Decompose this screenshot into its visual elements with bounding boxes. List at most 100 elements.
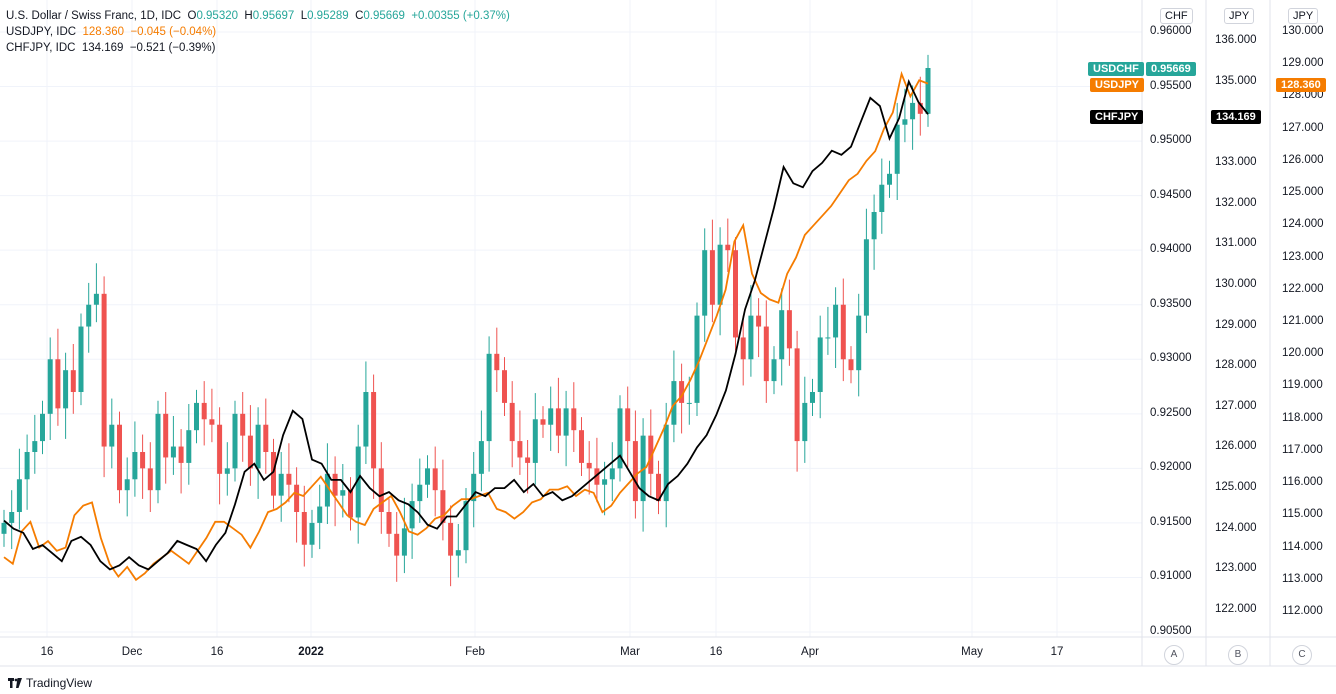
legend-low: 0.95289 bbox=[307, 10, 349, 22]
x-tick: Dec bbox=[121, 646, 143, 658]
axis-a-tick: 0.94500 bbox=[1150, 188, 1192, 201]
chart-legend: U.S. Dollar / Swiss Franc, 1D, IDC O0.95… bbox=[6, 8, 510, 56]
candle-body bbox=[802, 402, 808, 442]
candle-body bbox=[363, 392, 369, 447]
axis-b-tick: 122.000 bbox=[1215, 603, 1257, 615]
candle-body bbox=[694, 315, 700, 403]
axis-a-tick: 0.92500 bbox=[1150, 406, 1192, 419]
x-tick: 2022 bbox=[298, 646, 324, 658]
candle-body bbox=[725, 244, 731, 251]
candle-body bbox=[833, 304, 839, 338]
axis-c-button[interactable]: C bbox=[1292, 645, 1312, 665]
candle-body bbox=[917, 102, 923, 114]
legend-usdjpy[interactable]: USDJPY, IDC 128.360 −0.045 (−0.04%) bbox=[6, 24, 510, 40]
candle-body bbox=[294, 484, 300, 512]
candle-body bbox=[771, 359, 777, 382]
candle-body bbox=[440, 490, 446, 523]
candle-body bbox=[194, 402, 199, 431]
axis-a-currency[interactable]: CHF bbox=[1160, 8, 1193, 24]
axis-a-button[interactable]: A bbox=[1164, 645, 1184, 665]
legend-open-label: O bbox=[187, 10, 197, 22]
axis-c-tick: 116.000 bbox=[1282, 476, 1323, 489]
axis-b-currency[interactable]: JPY bbox=[1224, 8, 1255, 24]
candle-body bbox=[247, 435, 253, 469]
candle-body bbox=[93, 293, 99, 305]
axis-a-tick: 0.94000 bbox=[1150, 243, 1192, 256]
candle-body bbox=[617, 408, 623, 469]
candle-body bbox=[448, 522, 454, 556]
candle-body bbox=[471, 473, 477, 502]
legend-chfjpy-change: −0.521 (−0.39%) bbox=[129, 42, 216, 54]
candle-body bbox=[740, 337, 746, 360]
legend-change: +0.00355 (+0.37%) bbox=[411, 10, 510, 22]
candle-body bbox=[16, 479, 22, 512]
candle-body bbox=[594, 468, 600, 485]
axis-c-tick: 126.000 bbox=[1282, 153, 1324, 166]
legend-chfjpy[interactable]: CHFJPY, IDC 134.169 −0.521 (−0.39%) bbox=[6, 40, 510, 56]
candle-body bbox=[894, 124, 900, 174]
candle-body bbox=[733, 250, 738, 338]
usdchf-name-tag: USDCHF bbox=[1088, 62, 1144, 76]
candle-body bbox=[417, 484, 423, 502]
candle-body bbox=[579, 430, 584, 463]
candle-body bbox=[717, 244, 723, 305]
axis-c-currency[interactable]: JPY bbox=[1288, 8, 1319, 24]
legend-low-label: L bbox=[300, 10, 308, 22]
x-tick: Feb bbox=[465, 646, 485, 658]
axis-a-tick: 0.96000 bbox=[1150, 25, 1192, 37]
axis-a-tick: 0.93500 bbox=[1150, 297, 1192, 310]
tradingview-logo[interactable]: TradingView bbox=[8, 676, 92, 690]
axis-c-tick: 120.000 bbox=[1282, 347, 1324, 360]
candle-body bbox=[47, 359, 53, 414]
candle-body bbox=[394, 533, 400, 556]
candle-body bbox=[178, 446, 184, 463]
candle-body bbox=[70, 370, 76, 392]
candle-body bbox=[117, 424, 122, 491]
candle-body bbox=[278, 473, 284, 496]
axis-a-tick: 0.95000 bbox=[1150, 134, 1192, 147]
legend-close-label: C bbox=[355, 10, 364, 22]
candle-body bbox=[409, 501, 415, 529]
axis-b-tick: 124.000 bbox=[1215, 521, 1257, 534]
candle-body bbox=[794, 348, 800, 442]
candle-body bbox=[925, 68, 931, 114]
legend-usdchf[interactable]: U.S. Dollar / Swiss Franc, 1D, IDC O0.95… bbox=[6, 8, 510, 24]
candle-body bbox=[532, 419, 538, 463]
candle-body bbox=[632, 441, 638, 502]
candle-body bbox=[863, 239, 869, 316]
candle-body bbox=[355, 446, 361, 518]
candle-body bbox=[478, 441, 484, 474]
candle-body bbox=[425, 468, 430, 485]
axis-b-tick: 131.000 bbox=[1215, 237, 1257, 250]
candle-body bbox=[856, 315, 862, 371]
candle-body bbox=[663, 424, 669, 502]
candle-body bbox=[779, 310, 785, 360]
candle-body bbox=[525, 457, 531, 463]
candle-body bbox=[463, 501, 469, 551]
axis-a-tick: 0.95500 bbox=[1150, 79, 1192, 92]
axis-c-tick: 112.000 bbox=[1282, 605, 1323, 617]
candle-body bbox=[124, 479, 130, 491]
candle-body bbox=[324, 473, 330, 507]
candle-body bbox=[563, 408, 569, 436]
axis-b-tick: 125.000 bbox=[1215, 481, 1257, 494]
legend-usdjpy-value: 128.360 bbox=[82, 26, 125, 38]
legend-chfjpy-value: 134.169 bbox=[81, 42, 124, 54]
axis-a-tick: 0.90500 bbox=[1150, 625, 1192, 637]
x-tick: Mar bbox=[620, 646, 640, 658]
axis-b-button[interactable]: B bbox=[1228, 645, 1248, 665]
candle-body bbox=[656, 473, 661, 502]
legend-close: 0.95669 bbox=[363, 10, 405, 22]
candle-body bbox=[301, 512, 307, 545]
axis-c-tick: 122.000 bbox=[1282, 282, 1324, 295]
axis-b-tick: 128.000 bbox=[1215, 359, 1257, 372]
candle-body bbox=[887, 173, 892, 185]
axis-c-tick: 118.000 bbox=[1282, 411, 1323, 424]
candle-body bbox=[679, 381, 685, 403]
axis-c-tick: 125.000 bbox=[1282, 186, 1324, 199]
axis-c-tick: 123.000 bbox=[1282, 250, 1324, 263]
candle-body bbox=[686, 402, 692, 404]
candle-body bbox=[271, 452, 276, 496]
tradingview-icon bbox=[8, 678, 22, 688]
